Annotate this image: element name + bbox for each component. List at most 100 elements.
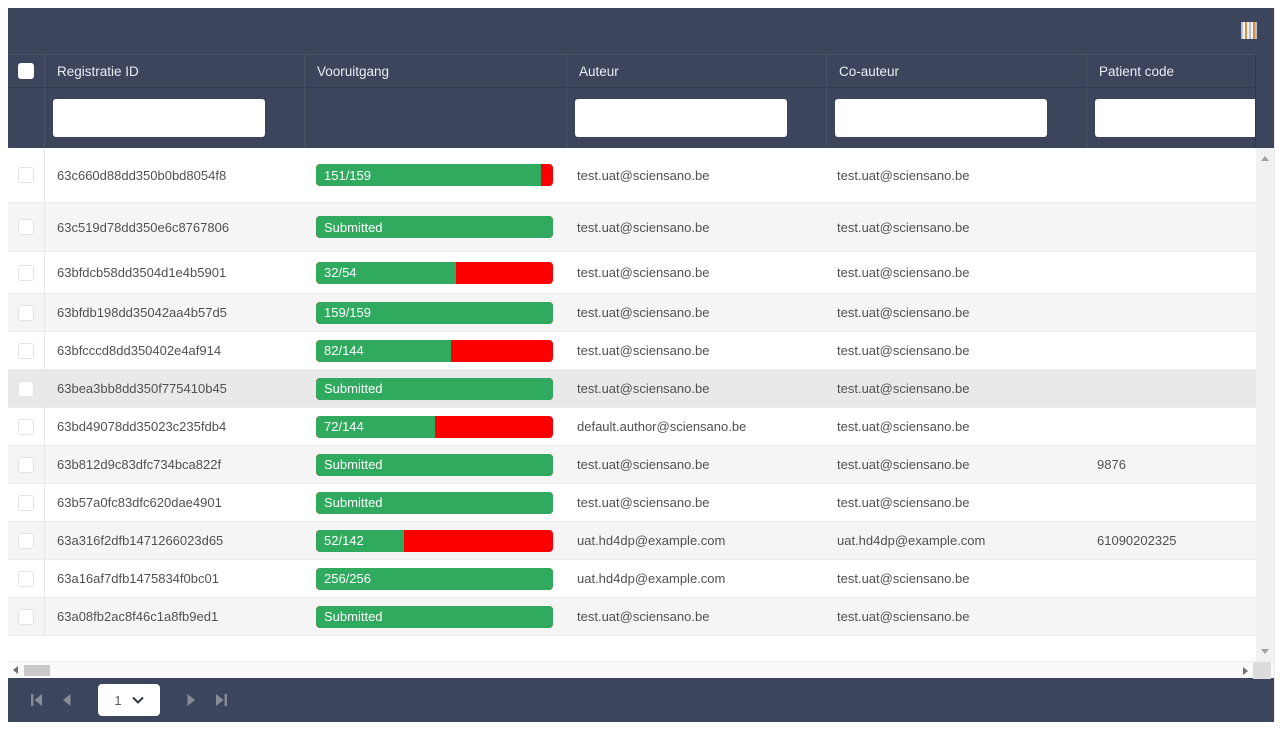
patient-code-cell [1087,294,1256,331]
row-checkbox[interactable] [18,264,34,281]
filter-cell-auteur [567,88,827,148]
registratie-id-value: 63b57a0fc83dfc620dae4901 [57,495,222,510]
column-header-patient-code[interactable]: Patient code [1087,55,1255,87]
co-auteur-cell: test.uat@sciensano.be [827,560,1087,597]
column-label: Auteur [579,63,619,79]
patient-code-value: 9876 [1097,457,1126,472]
co-auteur-cell: test.uat@sciensano.be [827,148,1087,202]
scroll-left-icon[interactable] [8,662,22,679]
co-auteur-value: test.uat@sciensano.be [837,305,970,320]
last-page-button[interactable] [206,685,236,715]
table-row[interactable]: 63c660d88dd350b0bd8054f8 151/159 test.ua… [8,148,1256,203]
co-auteur-value: test.uat@sciensano.be [837,343,970,358]
progress-label: Submitted [324,495,383,510]
row-checkbox-cell [8,522,45,559]
chevron-down-icon [131,696,144,704]
registratie-id-cell: 63bfdb198dd35042aa4b57d5 [45,294,305,331]
horizontal-scrollbar[interactable] [8,661,1274,679]
row-checkbox-cell [8,332,45,369]
co-auteur-cell: test.uat@sciensano.be [827,598,1087,635]
registratie-id-cell: 63a08fb2ac8f46c1a8fb9ed1 [45,598,305,635]
horizontal-scroll-thumb[interactable] [24,664,50,676]
table-row[interactable]: 63bfdcb58dd3504d1e4b5901 32/54 test.uat@… [8,252,1256,294]
co-auteur-value: test.uat@sciensano.be [837,381,970,396]
vooruitgang-cell: 159/159 [305,294,567,331]
table-row[interactable]: 63a16af7dfb1475834f0bc01 256/256 uat.hd4… [8,560,1256,598]
table-row[interactable]: 63b812d9c83dfc734bca822f Submitted test.… [8,446,1256,484]
progress-bar: Submitted [316,491,553,514]
auteur-value: test.uat@sciensano.be [577,381,710,396]
row-checkbox[interactable] [18,532,34,549]
column-header-vooruitgang[interactable]: Vooruitgang [305,55,567,87]
co-auteur-cell: test.uat@sciensano.be [827,370,1087,407]
row-checkbox-cell [8,252,45,293]
co-auteur-value: test.uat@sciensano.be [837,571,970,586]
table-row[interactable]: 63bd49078dd35023c235fdb4 72/144 default.… [8,408,1256,446]
row-checkbox-cell [8,446,45,483]
scroll-up-icon[interactable] [1256,150,1274,166]
page-select[interactable]: 1 [98,684,160,716]
table-row[interactable]: 63bea3bb8dd350f775410b45 Submitted test.… [8,370,1256,408]
table-row[interactable]: 63a08fb2ac8f46c1a8fb9ed1 Submitted test.… [8,598,1256,636]
vooruitgang-cell: 151/159 [305,148,567,202]
row-checkbox[interactable] [18,494,34,511]
columns-icon[interactable] [1241,22,1257,39]
table-row[interactable]: 63b57a0fc83dfc620dae4901 Submitted test.… [8,484,1256,522]
scroll-right-icon[interactable] [1238,662,1252,679]
progress-label: 256/256 [324,571,371,586]
row-checkbox-cell [8,203,45,251]
row-checkbox[interactable] [18,570,34,587]
scroll-down-icon[interactable] [1256,643,1274,659]
progress-label: 52/142 [324,533,364,548]
table-row[interactable]: 63a316f2dfb1471266023d65 52/142 uat.hd4d… [8,522,1256,560]
row-checkbox[interactable] [18,456,34,473]
next-page-button[interactable] [176,685,206,715]
vooruitgang-cell: Submitted [305,446,567,483]
row-checkbox-cell [8,294,45,331]
select-all-checkbox[interactable] [18,63,34,79]
registratie-id-value: 63c519d78dd350e6c8767806 [57,219,230,235]
row-checkbox[interactable] [18,380,34,397]
auteur-cell: uat.hd4dp@example.com [567,560,827,597]
auteur-value: uat.hd4dp@example.com [577,533,726,548]
registratie-id-filter-input[interactable] [53,99,265,137]
patient-code-cell [1087,203,1256,251]
table-row[interactable]: 63bfcccd8dd350402e4af914 82/144 test.uat… [8,332,1256,370]
patient-code-filter-input[interactable] [1095,99,1255,137]
column-header-registratie-id[interactable]: Registratie ID [45,55,305,87]
previous-page-button[interactable] [52,685,82,715]
progress-fill: 32/54 [316,261,456,284]
co-auteur-filter-input[interactable] [835,99,1047,137]
filter-cell-empty [8,88,45,148]
registratie-id-cell: 63bea3bb8dd350f775410b45 [45,370,305,407]
row-checkbox[interactable] [18,608,34,625]
auteur-cell: test.uat@sciensano.be [567,148,827,202]
auteur-cell: test.uat@sciensano.be [567,294,827,331]
first-page-button[interactable] [22,685,52,715]
column-header-auteur[interactable]: Auteur [567,55,827,87]
progress-fill: 159/159 [316,301,553,324]
progress-label: 72/144 [324,419,364,434]
vooruitgang-cell: 72/144 [305,408,567,445]
table-row[interactable]: 63c519d78dd350e6c8767806 Submitted test.… [8,203,1256,252]
row-checkbox[interactable] [18,219,34,235]
auteur-cell: default.author@sciensano.be [567,408,827,445]
table-row[interactable]: 63bfdb198dd35042aa4b57d5 159/159 test.ua… [8,294,1256,332]
column-header-co-auteur[interactable]: Co-auteur [827,55,1087,87]
co-auteur-value: test.uat@sciensano.be [837,457,970,472]
auteur-cell: uat.hd4dp@example.com [567,522,827,559]
progress-fill: Submitted [316,491,553,514]
filter-cell-registratie-id [45,88,305,148]
row-checkbox[interactable] [18,342,34,359]
registratie-id-value: 63a08fb2ac8f46c1a8fb9ed1 [57,609,219,624]
row-checkbox[interactable] [18,418,34,435]
auteur-filter-input[interactable] [575,99,787,137]
row-checkbox[interactable] [18,304,34,321]
row-checkbox[interactable] [18,167,34,183]
column-header-row: Registratie ID Vooruitgang Auteur Co-aut… [8,54,1256,88]
co-auteur-cell: test.uat@sciensano.be [827,294,1087,331]
vertical-scrollbar[interactable] [1256,148,1274,661]
vooruitgang-cell: Submitted [305,484,567,521]
progress-label: 159/159 [324,305,371,320]
vooruitgang-cell: 82/144 [305,332,567,369]
